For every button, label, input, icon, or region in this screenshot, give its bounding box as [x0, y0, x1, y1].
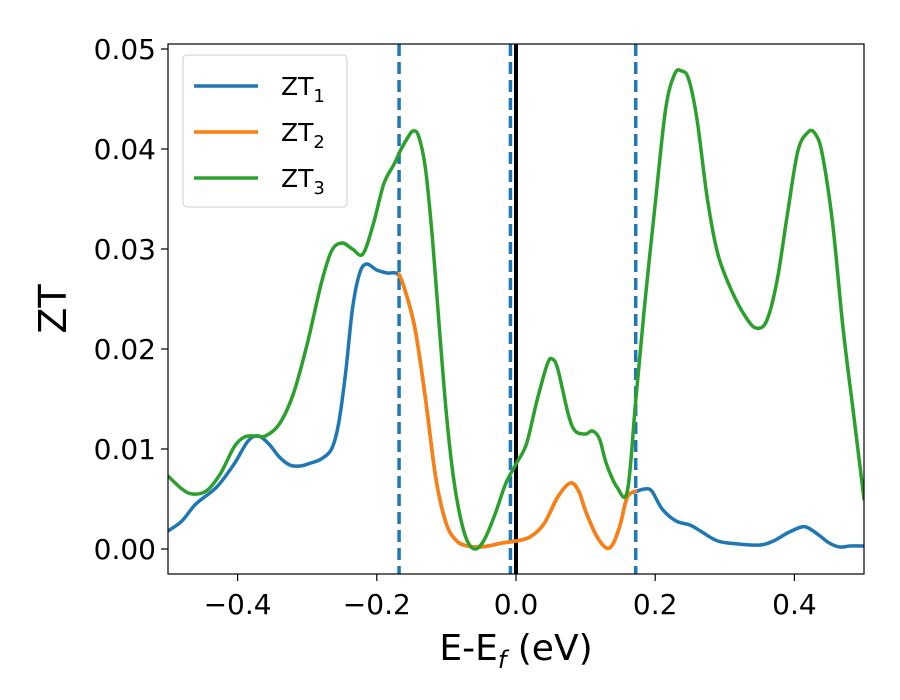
- y-tick-label-2: 0.02: [94, 333, 156, 366]
- x-axis-title-main: E-E: [439, 628, 497, 669]
- y-tick-label-1: 0.01: [94, 433, 156, 466]
- x-axis-title-suffix: (eV): [506, 628, 592, 669]
- y-tick-label-3: 0.03: [94, 233, 156, 266]
- x-tick-label-0: −0.4: [204, 588, 272, 621]
- y-axis-title: ZT: [31, 284, 75, 334]
- x-tick-label-2: 0.0: [494, 588, 539, 621]
- legend-box: [182, 54, 348, 208]
- x-tick-label-3: 0.2: [633, 588, 678, 621]
- x-axis-title: E-Ef (eV): [439, 628, 592, 674]
- x-tick-label-1: −0.2: [343, 588, 411, 621]
- legend-label-zt2: ZT2: [281, 118, 325, 153]
- series-line-zt2: [397, 272, 638, 551]
- series-lines: [168, 68, 864, 551]
- legend: ZT1 ZT2 ZT3: [182, 54, 348, 208]
- legend-entries: ZT1 ZT2 ZT3: [194, 72, 325, 199]
- reference-lines: [397, 44, 638, 574]
- legend-label-zt3: ZT3: [281, 164, 325, 199]
- y-tick-label-0: 0.00: [94, 533, 156, 566]
- y-axis-ticks: 0.00 0.01 0.02 0.03 0.04 0.05: [94, 33, 168, 566]
- series-line-zt3: [168, 68, 864, 551]
- y-tick-label-4: 0.04: [94, 133, 156, 166]
- legend-label-zt1: ZT1: [281, 72, 325, 107]
- x-tick-label-4: 0.4: [772, 588, 817, 621]
- x-axis-ticks: −0.4 −0.2 0.0 0.2 0.4: [204, 574, 817, 621]
- y-tick-label-5: 0.05: [94, 33, 156, 66]
